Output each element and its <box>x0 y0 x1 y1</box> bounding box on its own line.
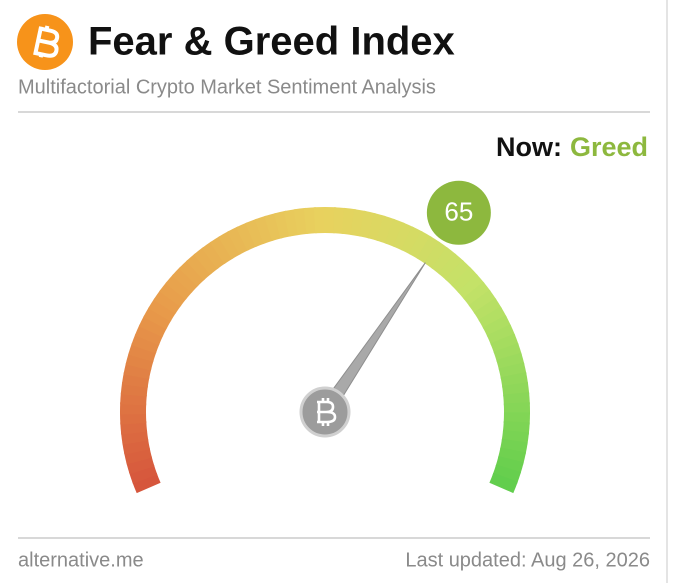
hub-glyph <box>317 398 337 426</box>
needle-layer: 65 <box>299 180 491 438</box>
value-bubble <box>426 180 491 245</box>
status-prefix: Now: <box>496 132 562 162</box>
status: Greed <box>570 132 648 162</box>
value-label: 65 <box>444 197 473 227</box>
arc-segment <box>489 472 518 494</box>
gauge-arc <box>120 207 530 494</box>
updated: Last updated: Aug 26, 2026 <box>405 549 650 571</box>
title: Fear & Greed Index <box>88 20 455 64</box>
source: alternative.me <box>18 549 144 571</box>
logo <box>17 14 73 70</box>
status-line: Now: Greed <box>496 132 648 162</box>
logo-glyph <box>33 25 60 58</box>
subtitle: Multifactorial Crypto Market Sentiment A… <box>18 76 436 98</box>
